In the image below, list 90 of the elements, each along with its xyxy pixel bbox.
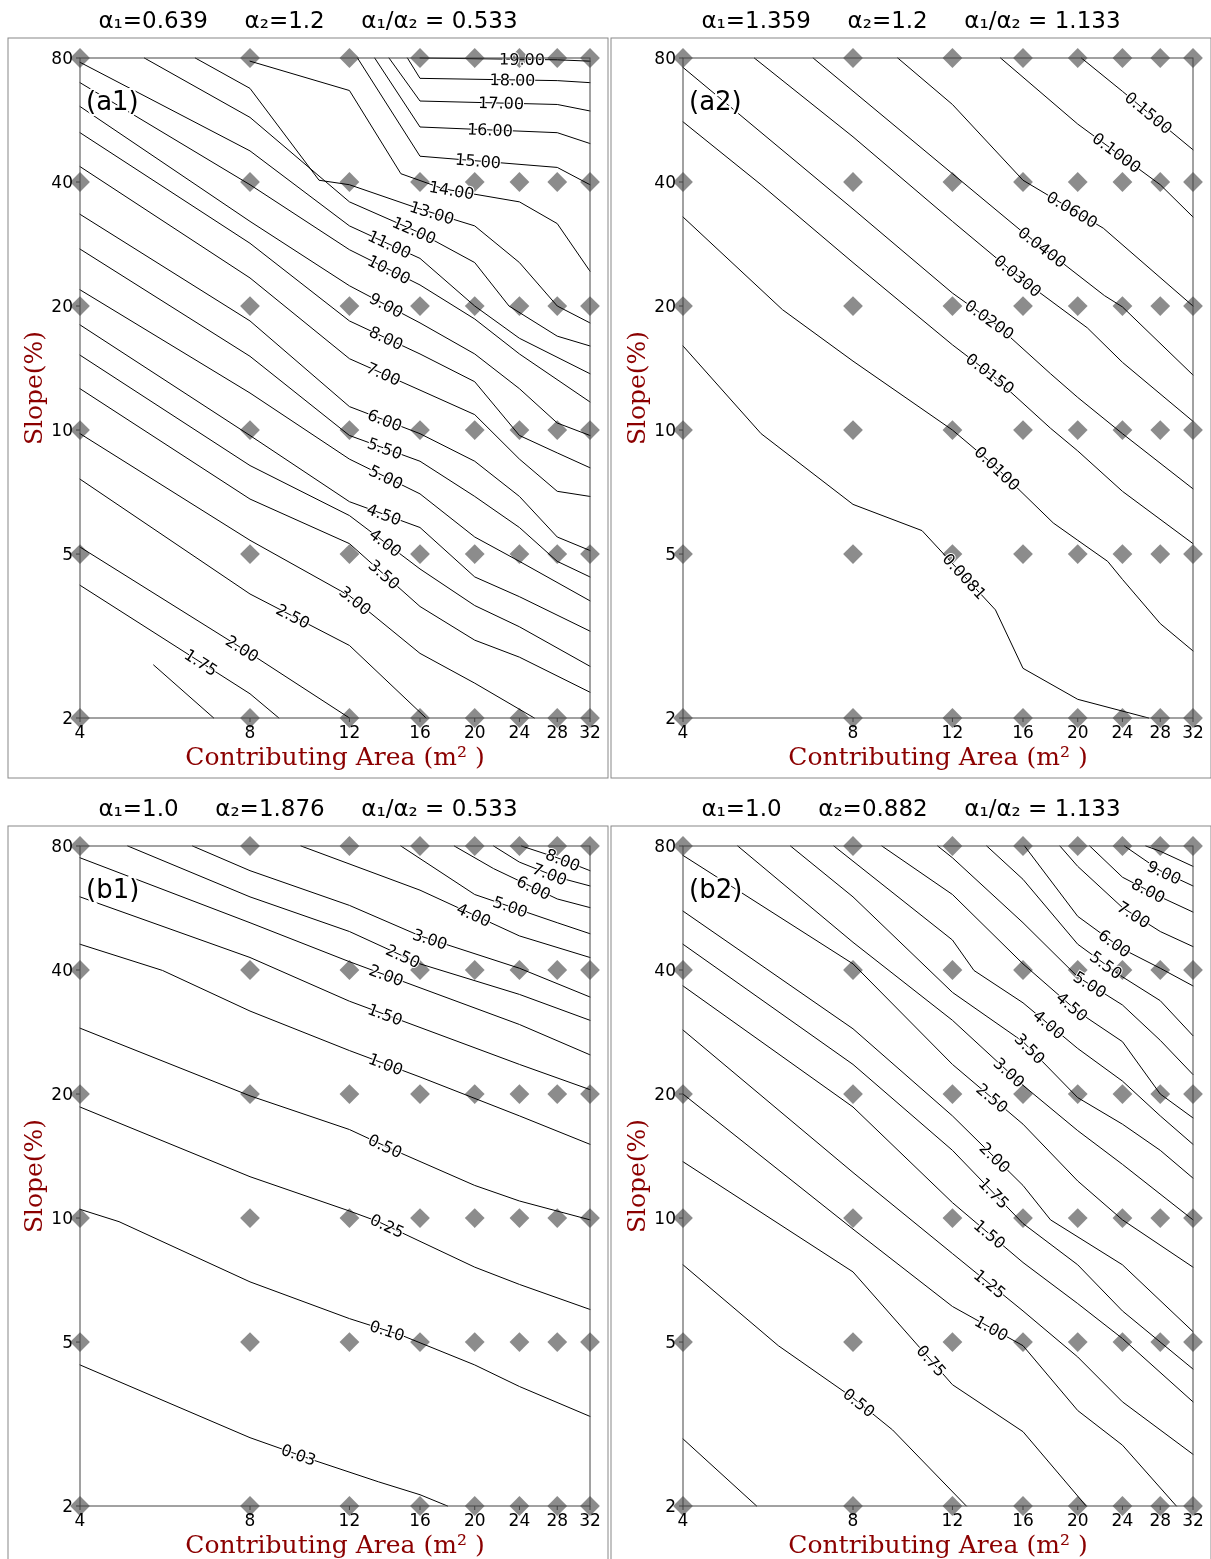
x-tick-label: 24 [508,722,531,742]
x-tick-label: 12 [941,722,964,742]
x-tick-label: 24 [1111,1510,1134,1530]
text: 2.50 [272,599,314,633]
y-tick-label: 40 [654,172,676,193]
text: 0.03 [278,1439,319,1470]
y-tick-label: 40 [51,960,73,981]
x-tick-label: 32 [579,1510,601,1530]
text: 14.00 [427,177,476,204]
chart-title: α₁=0.639 α₂=1.2 α₁/α₂ = 0.533 [98,7,518,33]
y-tick-label: 2 [62,708,73,728]
y-tick-label: 5 [665,1332,676,1353]
y-axis-title: Slope(%) [622,1118,651,1234]
text: 4.00 [453,898,494,931]
text: 0.50 [364,1129,406,1163]
y-axis-title: Slope(%) [19,1118,48,1234]
y-axis-title: Slope(%) [19,330,48,446]
x-tick-label: 20 [463,722,486,742]
y-tick-label: 80 [51,48,73,68]
x-tick-label: 28 [1149,1510,1172,1530]
x-tick-label: 16 [1012,1510,1034,1530]
y-tick-label: 10 [654,420,676,441]
y-tick-label: 10 [51,1208,73,1229]
x-tick-label: 12 [338,1510,361,1530]
y-tick-label: 20 [51,296,73,317]
y-tick-label: 5 [62,1332,73,1353]
x-tick-label: 4 [677,1510,689,1530]
y-tick-label: 5 [62,544,73,565]
annotation: (b1) [86,874,140,904]
x-tick-label: 8 [847,722,859,742]
text: 1.00 [971,1311,1012,1346]
x-tick-label: 28 [546,1510,569,1530]
y-tick-label: 2 [665,708,676,728]
y-tick-label: 20 [654,1084,676,1105]
text: 8.00 [365,321,407,355]
y-tick-label: 80 [654,48,676,68]
x-axis-title: Contributing Area (m² ) [788,742,1088,771]
text: 7.00 [363,357,404,390]
y-tick-label: 40 [654,960,676,981]
y-tick-label: 80 [654,836,676,856]
x-tick-label: 8 [847,1510,859,1530]
annotation: (b2) [689,874,743,904]
x-tick-label: 20 [463,1510,486,1530]
text: 1.75 [180,644,222,681]
text: 9.00 [366,288,407,322]
x-axis-title: Contributing Area (m² ) [788,1530,1088,1559]
y-tick-label: 40 [51,172,73,193]
y-tick-label: 80 [51,836,73,856]
x-tick-label: 20 [1066,722,1089,742]
y-tick-label: 10 [654,1208,676,1229]
x-axis-title: Contributing Area (m² ) [185,1530,485,1559]
x-tick-label: 24 [1111,722,1134,742]
text: 0.10 [367,1316,407,1346]
x-tick-label: 32 [1182,1510,1204,1530]
y-tick-label: 5 [665,544,676,565]
x-tick-label: 4 [677,722,689,742]
x-tick-label: 8 [244,722,256,742]
x-tick-label: 16 [409,722,431,742]
y-tick-label: 20 [51,1084,73,1105]
x-tick-label: 12 [338,722,361,742]
text: 1.00 [365,1049,406,1080]
x-tick-label: 8 [244,1510,256,1530]
text: 4.50 [364,499,405,530]
x-axis-title: Contributing Area (m² ) [185,742,485,771]
y-tick-label: 20 [654,296,676,317]
x-tick-label: 28 [546,722,569,742]
x-tick-label: 4 [74,722,86,742]
chart-title: α₁=1.0 α₂=1.876 α₁/α₂ = 0.533 [98,795,518,821]
chart-title: α₁=1.359 α₂=1.2 α₁/α₂ = 1.133 [701,7,1121,33]
x-tick-label: 32 [1182,722,1204,742]
y-tick-label: 2 [62,1496,73,1516]
series-label: 16.00 [466,119,514,141]
y-tick-label: 2 [665,1496,676,1516]
series-label: 15.00 [454,149,502,173]
x-tick-label: 4 [74,1510,86,1530]
x-tick-label: 12 [941,1510,964,1530]
x-tick-label: 16 [409,1510,431,1530]
y-axis-title: Slope(%) [622,330,651,446]
x-tick-label: 20 [1066,1510,1089,1530]
text: 0.25 [366,1209,408,1243]
y-tick-label: 10 [51,420,73,441]
x-tick-label: 24 [508,1510,531,1530]
text: 1.50 [365,999,406,1030]
chart-title: α₁=1.0 α₂=0.882 α₁/α₂ = 1.133 [701,795,1121,821]
text: 6.00 [364,404,405,436]
text: 7.00 [1113,897,1154,933]
text: 2.00 [222,631,263,667]
x-tick-label: 28 [1149,722,1172,742]
x-tick-label: 16 [1012,722,1034,742]
x-tick-label: 32 [579,722,601,742]
